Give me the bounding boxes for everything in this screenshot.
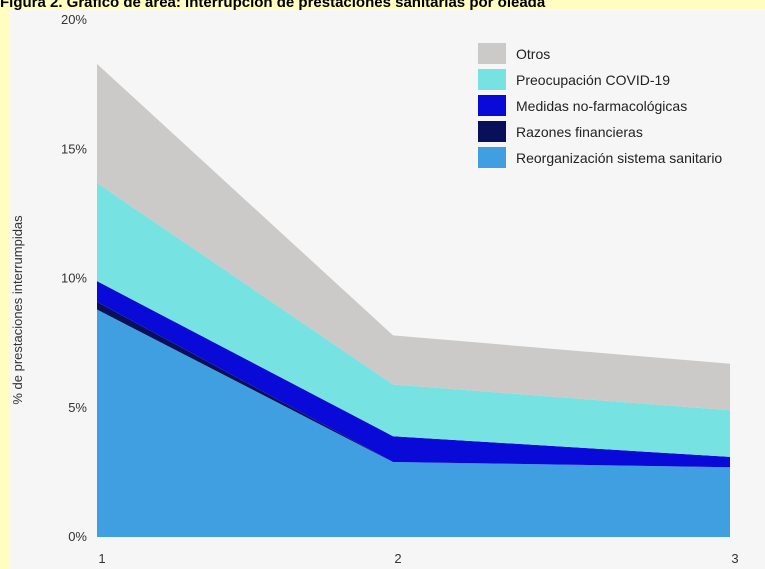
legend: Otros Preocupación COVID-19 Medidas no-far… (478, 43, 722, 168)
legend-label: Otros (516, 46, 550, 62)
y-tick-label: 20% (61, 12, 87, 27)
legend-swatch (478, 43, 506, 64)
area-series-4 (97, 182, 730, 457)
legend-swatch (478, 121, 506, 142)
legend-label: Preocupación COVID-19 (516, 72, 670, 88)
x-tick-label: 2 (394, 551, 401, 566)
legend-swatch (478, 95, 506, 116)
legend-swatch (478, 69, 506, 90)
legend-label: Reorganización sistema sanitario (516, 150, 722, 166)
y-tick-label: 5% (68, 400, 87, 415)
area-layers (97, 63, 730, 537)
legend-label: Medidas no-farmacológicas (516, 98, 687, 114)
legend-swatch (478, 147, 506, 168)
x-tick-label: 3 (731, 551, 738, 566)
legend-label: Razones financieras (516, 124, 643, 140)
x-axis-ticks: 1 2 3 (98, 551, 738, 566)
y-tick-label: 0% (68, 529, 87, 544)
y-axis-label: % de prestaciones interrumpidas (10, 215, 25, 405)
area-series-5 (97, 63, 730, 411)
page-title: Figura 2. Gráfico de área: interrupción … (0, 0, 546, 11)
y-tick-label: 15% (61, 141, 87, 156)
x-tick-label: 1 (98, 551, 105, 566)
y-axis-ticks: 0% 5% 10% 15% 20% (61, 12, 87, 544)
area-series-1 (97, 309, 730, 537)
y-tick-label: 10% (61, 271, 87, 286)
